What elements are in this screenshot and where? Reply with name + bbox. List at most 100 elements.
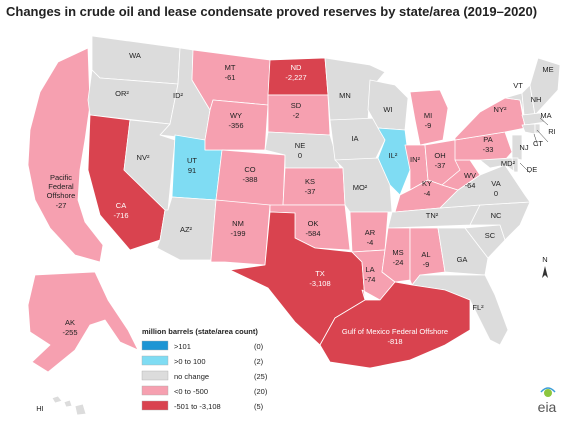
- state-value-ne: 0: [298, 151, 302, 160]
- eia-logo-icon: [544, 389, 552, 397]
- state-value-ky: -4: [424, 189, 431, 198]
- state-ri[interactable]: [534, 123, 541, 134]
- state-mi[interactable]: [409, 89, 449, 146]
- legend-label: >0 to 100: [174, 357, 206, 366]
- legend: million barrels (state/area count) >101 (…: [141, 327, 268, 411]
- state-value-ms: -24: [393, 258, 404, 267]
- state-label-ca: CA -716: [113, 201, 128, 220]
- state-value-wy: -356: [228, 121, 243, 130]
- state-value-ak: -255: [62, 328, 77, 337]
- legend-label: -501 to -3,108: [174, 402, 221, 411]
- state-value-pac: -27: [56, 201, 67, 210]
- state-label-ks: KS -37: [305, 177, 316, 196]
- state-value-mt: -61: [225, 73, 236, 82]
- legend-label: <0 to -500: [174, 387, 208, 396]
- state-il[interactable]: [377, 127, 411, 196]
- state-label-ma: MA: [540, 111, 551, 120]
- state-label-ny: NY²: [494, 105, 507, 114]
- state-nj[interactable]: [511, 134, 523, 161]
- state-label-wa: WA: [129, 51, 141, 60]
- state-label-tx: TX -3,108: [309, 269, 330, 288]
- eia-logo-text: eia: [538, 399, 557, 415]
- state-value-ks: -37: [305, 187, 316, 196]
- state-nv[interactable]: [123, 119, 176, 211]
- state-label-ut: UT 91: [187, 156, 197, 175]
- state-value-la: -74: [365, 275, 376, 284]
- state-label-nc: NC: [491, 211, 502, 220]
- legend-count: (5): [254, 402, 264, 411]
- legend-swatch: [141, 370, 169, 381]
- region-gom[interactable]: [319, 281, 471, 369]
- state-ak[interactable]: [27, 271, 139, 373]
- legend-label: >101: [174, 342, 191, 351]
- state-label-ri: RI: [548, 127, 556, 136]
- legend-title: million barrels (state/area count): [142, 327, 258, 336]
- state-value-ok: -584: [305, 229, 320, 238]
- state-label-in: IN²: [410, 155, 421, 164]
- state-label-oh: OH -37: [434, 151, 445, 170]
- state-label-wi: WI: [383, 105, 392, 114]
- state-label-wv: WV -64: [464, 171, 476, 190]
- region-pac[interactable]: [27, 47, 104, 263]
- state-value-nd: -2,227: [285, 73, 306, 82]
- state-value-tx: -3,108: [309, 279, 330, 288]
- state-value-pa: -33: [483, 145, 494, 154]
- state-label-or: OR²: [115, 89, 129, 98]
- state-hi[interactable]: [51, 395, 63, 404]
- state-label-vt: VT: [513, 81, 523, 90]
- state-label-ia: IA: [351, 134, 358, 143]
- legend-count: (25): [254, 372, 268, 381]
- legend-label: no change: [174, 372, 209, 381]
- state-label-de: DE: [527, 165, 537, 174]
- state-label-id: ID²: [173, 91, 184, 100]
- state-value-mi: -9: [425, 121, 432, 130]
- state-label-mi: MI -9: [424, 111, 432, 130]
- state-label-wy: WY -356: [228, 111, 243, 130]
- state-ct[interactable]: [521, 123, 536, 135]
- eia-logo: eia: [538, 387, 557, 415]
- leader-lines: [519, 117, 549, 174]
- state-value-ca: -716: [113, 211, 128, 220]
- legend-count: (0): [254, 342, 264, 351]
- state-md[interactable]: [479, 157, 516, 173]
- state-label-ok: OK -584: [305, 219, 320, 238]
- state-label-co: CO -388: [242, 165, 257, 184]
- state-value-oh: -37: [435, 161, 446, 170]
- state-label-va: VA 0: [491, 179, 500, 198]
- legend-count: (2): [254, 357, 264, 366]
- state-label-ak: AK -255: [62, 318, 77, 337]
- state-label-me: ME: [542, 65, 553, 74]
- state-label-gom: Gulf of Mexico Federal Offshore -818: [342, 327, 448, 346]
- state-ga[interactable]: [437, 227, 489, 276]
- state-va[interactable]: [439, 164, 531, 209]
- state-label-fl: FL²: [472, 303, 484, 312]
- state-label-nh: NH: [531, 95, 542, 104]
- state-ia[interactable]: [329, 117, 386, 161]
- state-label-ar: AR -4: [365, 228, 376, 247]
- state-label-il: IL²: [389, 151, 398, 160]
- state-label-mn: MN: [339, 91, 351, 100]
- state-label-pac: Pacific Federal Offshore -27: [47, 173, 76, 210]
- state-wa[interactable]: [91, 35, 181, 85]
- state-value-ar: -4: [367, 238, 374, 247]
- state-hi-2[interactable]: [63, 399, 73, 408]
- state-me[interactable]: [529, 57, 561, 116]
- state-value-nm: -199: [230, 229, 245, 238]
- north-arrow-icon: [542, 266, 548, 278]
- state-label-nj: NJ: [519, 143, 528, 152]
- state-label-al: AL -9: [421, 250, 430, 269]
- state-ma[interactable]: [521, 112, 546, 126]
- map-title: Changes in crude oil and lease condensat…: [6, 4, 538, 19]
- state-de[interactable]: [511, 157, 519, 173]
- state-label-ne: NE 0: [295, 141, 305, 160]
- state-label-md: MD²: [501, 159, 516, 168]
- state-label-ct: CT: [533, 139, 543, 148]
- state-label-ms: MS -24: [392, 248, 403, 267]
- state-ny[interactable]: [454, 97, 526, 141]
- state-label-hi: HI: [36, 404, 44, 413]
- legend-swatch: [141, 385, 169, 396]
- legend-swatch: [141, 340, 169, 351]
- state-hi-3[interactable]: [74, 403, 87, 416]
- state-value-ut: 91: [188, 166, 196, 175]
